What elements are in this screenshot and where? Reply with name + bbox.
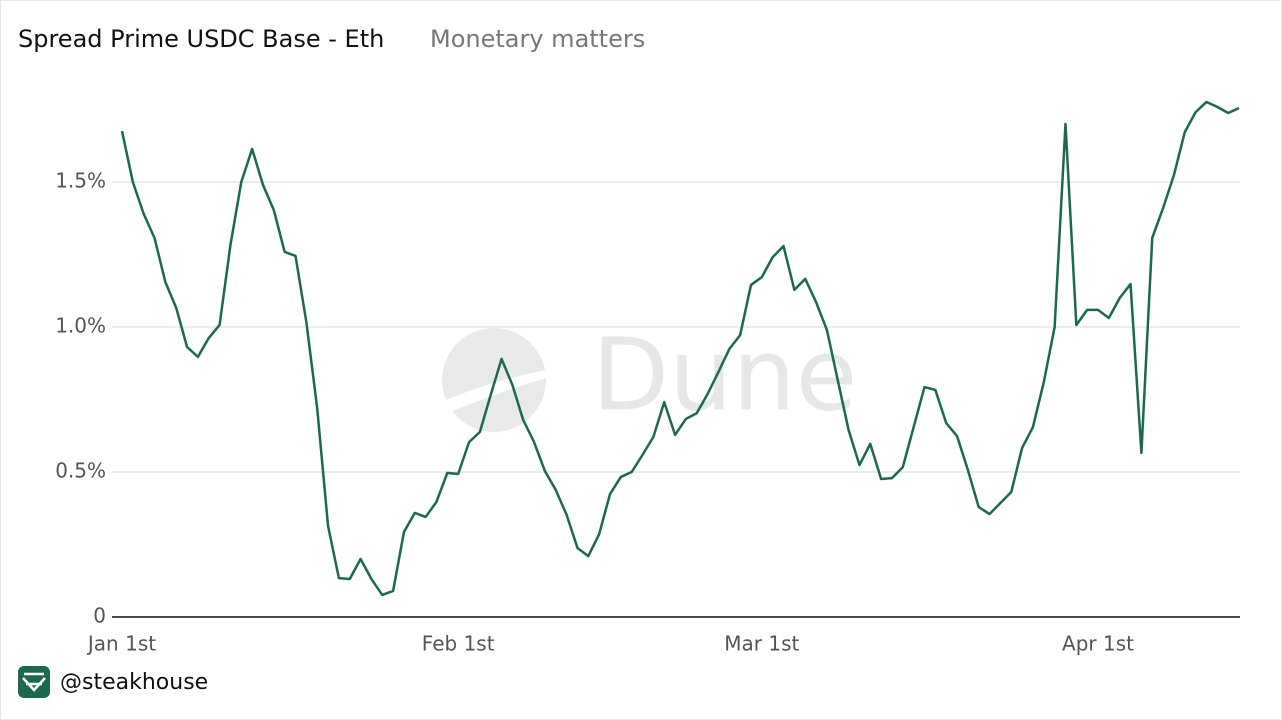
x-tick-label: Mar 1st	[724, 632, 799, 656]
watermark-logo-stripe	[446, 370, 546, 412]
x-tick-label: Jan 1st	[86, 632, 156, 656]
chart-title: Spread Prime USDC Base - Eth	[18, 25, 384, 53]
y-tick-label: 1.0%	[55, 314, 106, 338]
watermark-text: Dune	[592, 316, 857, 433]
logo-mark	[22, 672, 46, 692]
y-tick-label: 0	[93, 604, 106, 628]
y-tick-label: 1.5%	[55, 169, 106, 193]
footer-logo	[18, 666, 50, 698]
footer-text: @steakhouse	[60, 670, 208, 695]
x-tick-label: Apr 1st	[1062, 632, 1134, 656]
line-series	[120, 100, 1240, 597]
logo-box	[18, 666, 50, 698]
x-tick-label: Feb 1st	[422, 632, 495, 656]
y-tick-label: 0.5%	[55, 459, 106, 483]
watermark: Dune	[442, 316, 857, 433]
chart-subtitle: Monetary matters	[430, 25, 645, 53]
